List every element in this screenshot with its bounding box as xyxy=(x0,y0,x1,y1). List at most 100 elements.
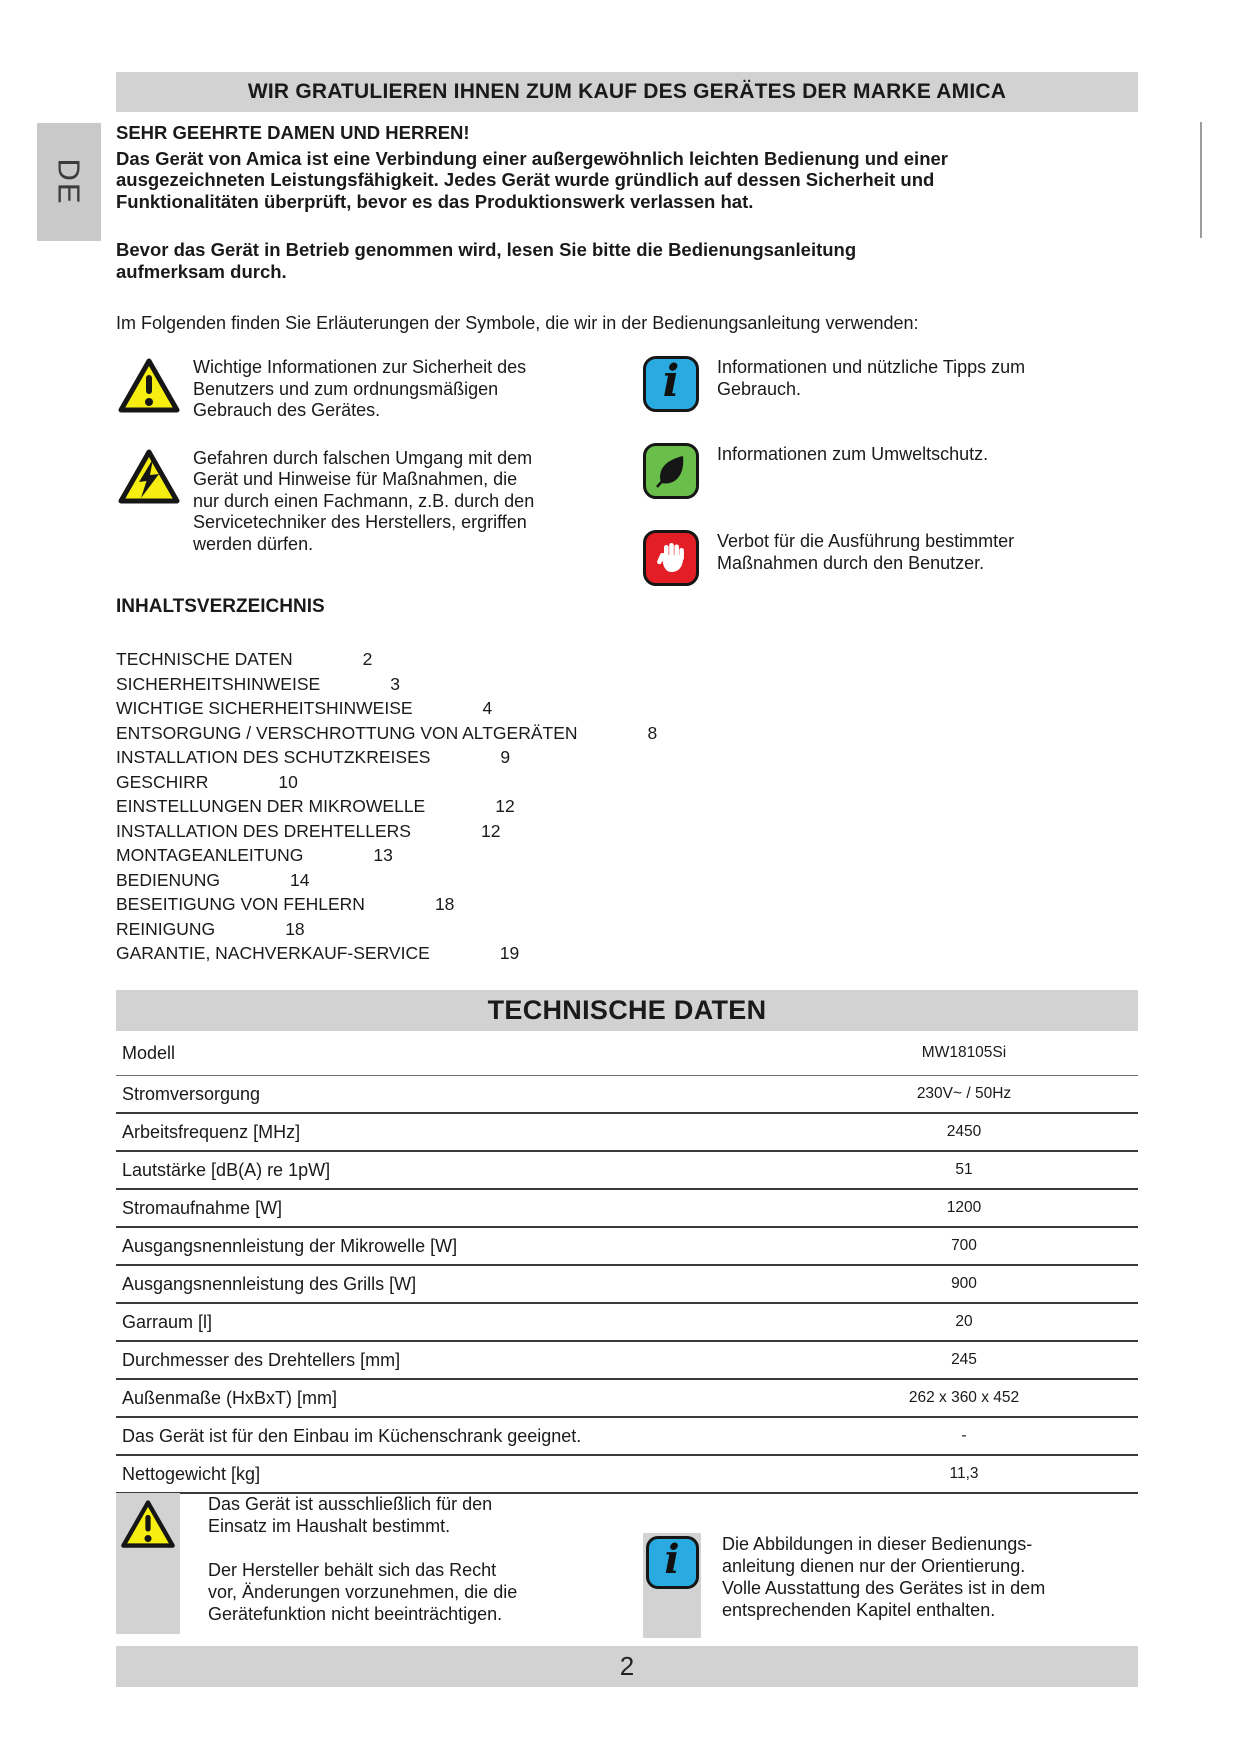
toc-entry-title: TECHNISCHE DATEN xyxy=(116,649,293,669)
toc-entry-page: 12 xyxy=(495,796,515,816)
spec-value: 2450 xyxy=(946,1123,982,1140)
illustrations-info-note: i Die Abbildungen in dieser Bedienungs-a… xyxy=(643,1533,1122,1638)
legend-row-eco: Informationen zum Umweltschutz. xyxy=(643,443,1140,499)
legend-row-warning: Wichtige Informationen zur Sicherheit de… xyxy=(116,356,643,422)
spec-label: Arbeitsfrequenz [MHz] xyxy=(122,1121,301,1142)
toc-entry: BEDIENUNG 14 xyxy=(116,868,1140,893)
intro-section: SEHR GEEHRTE DAMEN UND HERREN! Das Gerät… xyxy=(116,122,1140,335)
text-line: Informationen zum Umweltschutz. xyxy=(717,444,989,464)
legend-text-warning: Wichtige Informationen zur Sicherheit de… xyxy=(193,356,526,422)
household-warning-note: Das Gerät ist ausschließlich für den Eins… xyxy=(116,1493,643,1634)
spec-label: Stromversorgung xyxy=(122,1083,261,1104)
toc-entry: GARANTIE, NACHVERKAUF-SERVICE 19 xyxy=(116,941,1140,966)
toc-entry-page: 14 xyxy=(290,869,310,890)
toc-entry-page: 13 xyxy=(373,845,393,865)
text-line: Der Hersteller behält sich das Recht xyxy=(208,1560,497,1580)
toc-heading: INHALTSVERZEICHNIS xyxy=(116,596,325,617)
legend-row-prohibition: Verbot für die Ausführung bestimmter Maßn… xyxy=(643,530,1140,586)
intro-paragraph-2: Bevor das Gerät in Betrieb genommen wird… xyxy=(116,239,1140,282)
table-row: Stromversorgung 230V~ / 50Hz xyxy=(116,1076,1138,1114)
text-line: Volle Ausstattung des Gerätes ist in dem xyxy=(722,1578,1046,1598)
illustrations-info-text: Die Abbildungen in dieser Bedienungs-anl… xyxy=(722,1533,1122,1638)
table-row: Nettogewicht [kg] 11,3 xyxy=(116,1456,1138,1494)
spec-value: 51 xyxy=(955,1161,973,1178)
bottom-notes: Das Gerät ist ausschließlich für den Eins… xyxy=(116,1493,1140,1638)
text-line: Bevor das Gerät in Betrieb genommen wird… xyxy=(116,238,857,260)
technical-data-table: Modell MW18105Si Stromversorgung 230V~ /… xyxy=(116,1031,1138,1494)
text-line: Funktionalitäten überprüft, bevor es das… xyxy=(116,191,754,213)
section-heading-technische-daten: TECHNISCHE DATEN xyxy=(116,990,1138,1031)
toc-entry: BESEITIGUNG VON FEHLERN 18 xyxy=(116,892,1140,917)
text-line: werden dürfen. xyxy=(193,533,314,554)
warning-triangle-icon xyxy=(121,1500,175,1548)
legend-text-info: Informationen und nützliche Tipps zum Geb… xyxy=(717,356,1025,400)
info-icon: i xyxy=(643,356,699,412)
table-row: Stromaufnahme [W] 1200 xyxy=(116,1190,1138,1228)
text-line: Das Gerät ist ausschließlich für den xyxy=(208,1494,493,1514)
toc-entry-title: INSTALLATION DES SCHUTZKREISES xyxy=(116,747,431,767)
spec-value: 11,3 xyxy=(949,1465,979,1482)
spec-value: 900 xyxy=(951,1275,977,1292)
high-voltage-triangle-icon xyxy=(118,449,180,503)
text-line: Wichtige Informationen zur Sicherheit de… xyxy=(193,357,527,377)
toc-entry-page: 12 xyxy=(480,820,501,841)
legend-text-hazard: Gefahren durch falschen Umgang mit dem Ge… xyxy=(193,447,534,556)
spec-value: 230V~ / 50Hz xyxy=(916,1085,1012,1102)
toc-entry-title: GESCHIRR xyxy=(116,771,209,792)
high-voltage-triangle-icon xyxy=(116,447,193,512)
text-line: Servicetechniker des Herstellers, ergrif… xyxy=(193,512,527,532)
toc-entry-title: INSTALLATION DES DREHTELLERS xyxy=(116,820,411,841)
toc-entry-title: WICHTIGE SICHERHEITSHINWEISE xyxy=(116,698,413,718)
text-line: Gefahren durch falschen Umgang mit dem xyxy=(193,447,533,468)
table-row: Durchmesser des Drehtellers [mm] 245 xyxy=(116,1342,1138,1380)
text-line: anleitung dienen nur der Orientierung. xyxy=(722,1556,1026,1576)
table-row: Ausgangsnennleistung der Mikrowelle [W] … xyxy=(116,1228,1138,1266)
warning-triangle-icon xyxy=(116,356,193,421)
table-row: Arbeitsfrequenz [MHz] 2450 xyxy=(116,1114,1138,1152)
spec-label: Nettogewicht [kg] xyxy=(122,1463,261,1484)
symbol-legend-left-column: Wichtige Informationen zur Sicherheit de… xyxy=(116,356,643,580)
symbol-legend: Wichtige Informationen zur Sicherheit de… xyxy=(116,356,1140,617)
toc-list: TECHNISCHE DATEN 2 SICHERHEITSHINWEISE 3 W… xyxy=(116,647,1140,966)
warning-triangle-icon xyxy=(118,358,180,413)
text-line: ausgezeichneten Leistungsfähigkeit. Jede… xyxy=(116,169,935,191)
table-row: Außenmaße (HxBxT) [mm] 262 x 360 x 452 xyxy=(116,1380,1138,1418)
toc-entry: INSTALLATION DES SCHUTZKREISES 9 xyxy=(116,745,1140,770)
info-icon: i xyxy=(643,356,717,412)
spec-label: Lautstärke [dB(A) re 1pW] xyxy=(122,1159,331,1180)
spec-label: Durchmesser des Drehtellers [mm] xyxy=(122,1349,401,1370)
legend-row-hazard: Gefahren durch falschen Umgang mit dem Ge… xyxy=(116,447,643,556)
legend-text-prohibition: Verbot für die Ausführung bestimmter Maßn… xyxy=(717,530,1014,574)
spec-label: Stromaufnahme [W] xyxy=(122,1197,283,1218)
text-line: Informationen und nützliche Tipps zum xyxy=(717,357,1026,377)
spec-label: Außenmaße (HxBxT) [mm] xyxy=(122,1387,338,1408)
text-line: Einsatz im Haushalt bestimmt. xyxy=(208,1516,451,1536)
toc-entry-page: 2 xyxy=(362,649,373,669)
toc-entry-title: GARANTIE, NACHVERKAUF-SERVICE xyxy=(116,943,430,963)
spec-label: Modell xyxy=(122,1042,176,1063)
warning-triangle-icon xyxy=(116,1493,180,1634)
toc-entry-title: SICHERHEITSHINWEISE xyxy=(116,673,321,694)
toc-entry-page: 18 xyxy=(434,894,455,914)
table-row: Ausgangsnennleistung des Grills [W] 900 xyxy=(116,1266,1138,1304)
intro-paragraph-1: Das Gerät von Amica ist eine Verbindung … xyxy=(116,148,1140,213)
info-icon: i xyxy=(645,1536,699,1589)
page-footer: 2 xyxy=(116,1646,1138,1687)
toc-entry-title: ENTSORGUNG / VERSCHROTTUNG VON ALTGERÄTE… xyxy=(116,722,578,743)
toc-entry: TECHNISCHE DATEN 2 xyxy=(116,647,1140,672)
spec-label: Ausgangsnennleistung des Grills [W] xyxy=(122,1273,417,1294)
legend-row-info: i Informationen und nützliche Tipps zum G… xyxy=(643,356,1140,412)
scan-artifact-line xyxy=(1200,122,1202,238)
page-number: 2 xyxy=(619,1651,635,1681)
symbol-legend-right-column: i Informationen und nützliche Tipps zum G… xyxy=(643,356,1140,617)
spec-label: Garraum [l] xyxy=(122,1311,213,1332)
spec-value: 20 xyxy=(955,1313,973,1330)
toc-entry-title: MONTAGEANLEITUNG xyxy=(116,845,304,865)
spec-value: 1200 xyxy=(946,1199,982,1216)
toc-entry: SICHERHEITSHINWEISE 3 xyxy=(116,672,1140,697)
toc-entry-title: REINIGUNG xyxy=(116,918,216,939)
toc-entry: MONTAGEANLEITUNG 13 xyxy=(116,843,1140,868)
toc-entry-page: 3 xyxy=(390,673,400,694)
symbols-intro: Im Folgenden finden Sie Erläuterungen de… xyxy=(116,313,919,334)
table-row: Modell MW18105Si xyxy=(116,1031,1138,1076)
